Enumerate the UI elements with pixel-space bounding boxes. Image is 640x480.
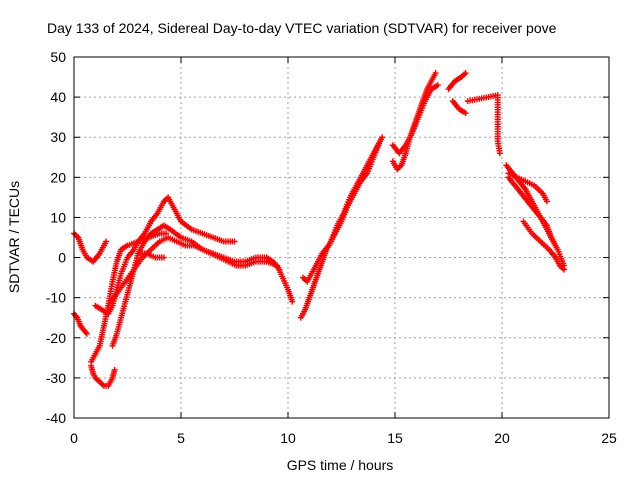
data-point — [552, 242, 559, 249]
y-tick-label: 50 — [50, 49, 66, 65]
x-tick-label: 25 — [601, 430, 617, 446]
x-axis-label: GPS time / hours — [287, 457, 394, 473]
data-point — [289, 298, 296, 305]
x-tick-label: 15 — [387, 430, 403, 446]
data-points — [71, 70, 568, 389]
plot-frame — [73, 56, 610, 419]
x-tick-labels: 0 5 10 15 20 25 — [70, 430, 617, 446]
y-tick-label: 20 — [50, 169, 66, 185]
data-point — [163, 230, 170, 237]
data-point — [379, 134, 386, 141]
grid — [74, 57, 609, 418]
series-arc-c — [88, 362, 118, 389]
y-tick-labels: -40 -30 -20 -10 0 10 20 30 40 50 — [46, 49, 66, 426]
series-arc-r — [505, 170, 550, 205]
chart-title: Day 133 of 2024, Sidereal Day-to-day VTE… — [47, 20, 557, 36]
series-arc-o — [464, 92, 503, 157]
y-tick-label: -20 — [46, 330, 66, 346]
y-tick-label: 40 — [50, 89, 66, 105]
data-point — [432, 70, 439, 77]
y-tick-label: -30 — [46, 370, 66, 386]
data-point — [111, 366, 118, 373]
series-arc-l — [389, 82, 441, 157]
x-tick-label: 5 — [177, 430, 185, 446]
data-point — [377, 138, 384, 145]
data-point — [462, 70, 469, 77]
series-arc-q — [505, 174, 559, 249]
data-point — [543, 198, 550, 205]
series-arc-b — [71, 310, 90, 337]
data-point — [561, 266, 568, 273]
y-axis-label: SDTVAR / TECUs — [6, 181, 22, 293]
data-point — [83, 330, 90, 337]
data-point — [160, 254, 167, 261]
y-tick-label: 10 — [50, 209, 66, 225]
data-point — [434, 82, 441, 89]
x-tick-label: 20 — [494, 430, 510, 446]
series-arc-g — [105, 234, 296, 309]
y-tick-label: -10 — [46, 290, 66, 306]
y-tick-label: 0 — [58, 250, 66, 266]
series-arc-j — [299, 138, 384, 285]
series-arc-m — [445, 70, 469, 93]
x-tick-label: 10 — [280, 430, 296, 446]
series-arc-n — [449, 98, 469, 117]
x-tick-label: 0 — [70, 430, 78, 446]
data-point — [103, 238, 110, 245]
y-tick-label: -40 — [46, 410, 66, 426]
series-arc-h — [135, 250, 167, 261]
series-arc-a — [71, 230, 110, 265]
data-point — [462, 110, 469, 117]
data-point — [231, 238, 238, 245]
axis-ticks — [73, 56, 610, 419]
data-point — [496, 150, 503, 157]
y-tick-label: 30 — [50, 129, 66, 145]
series-arc-s — [520, 218, 568, 273]
